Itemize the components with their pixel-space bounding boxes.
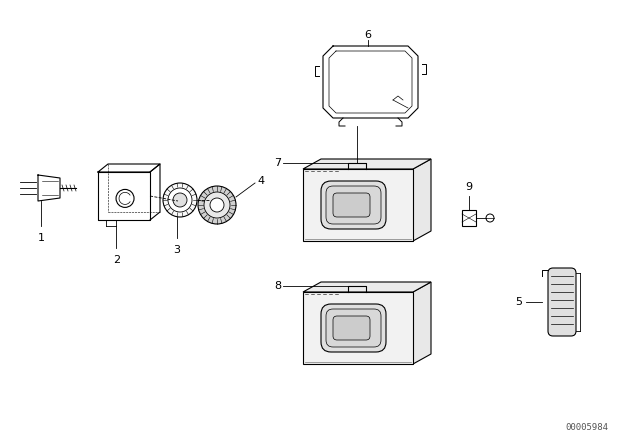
Polygon shape — [462, 210, 476, 226]
Text: 2: 2 — [113, 255, 120, 265]
Polygon shape — [303, 292, 413, 364]
Text: 4: 4 — [257, 176, 264, 186]
FancyBboxPatch shape — [333, 316, 370, 340]
Text: 3: 3 — [173, 245, 180, 255]
Text: 7: 7 — [275, 158, 282, 168]
Text: 8: 8 — [275, 281, 282, 291]
Circle shape — [168, 188, 192, 212]
Circle shape — [486, 214, 494, 222]
Polygon shape — [303, 159, 431, 169]
Polygon shape — [303, 169, 413, 241]
Polygon shape — [413, 159, 431, 241]
FancyBboxPatch shape — [321, 181, 386, 229]
Polygon shape — [413, 282, 431, 364]
FancyBboxPatch shape — [326, 309, 381, 347]
Text: 1: 1 — [38, 233, 45, 243]
Text: 9: 9 — [465, 182, 472, 192]
Circle shape — [173, 193, 187, 207]
FancyBboxPatch shape — [326, 186, 381, 224]
Circle shape — [163, 183, 197, 217]
Text: 6: 6 — [365, 30, 371, 40]
Circle shape — [198, 186, 236, 224]
Circle shape — [210, 198, 224, 212]
Circle shape — [204, 192, 230, 218]
Polygon shape — [303, 282, 431, 292]
FancyBboxPatch shape — [333, 193, 370, 217]
FancyBboxPatch shape — [548, 268, 576, 336]
FancyBboxPatch shape — [321, 304, 386, 352]
Text: 00005984: 00005984 — [565, 423, 608, 432]
Text: 5: 5 — [515, 297, 522, 307]
